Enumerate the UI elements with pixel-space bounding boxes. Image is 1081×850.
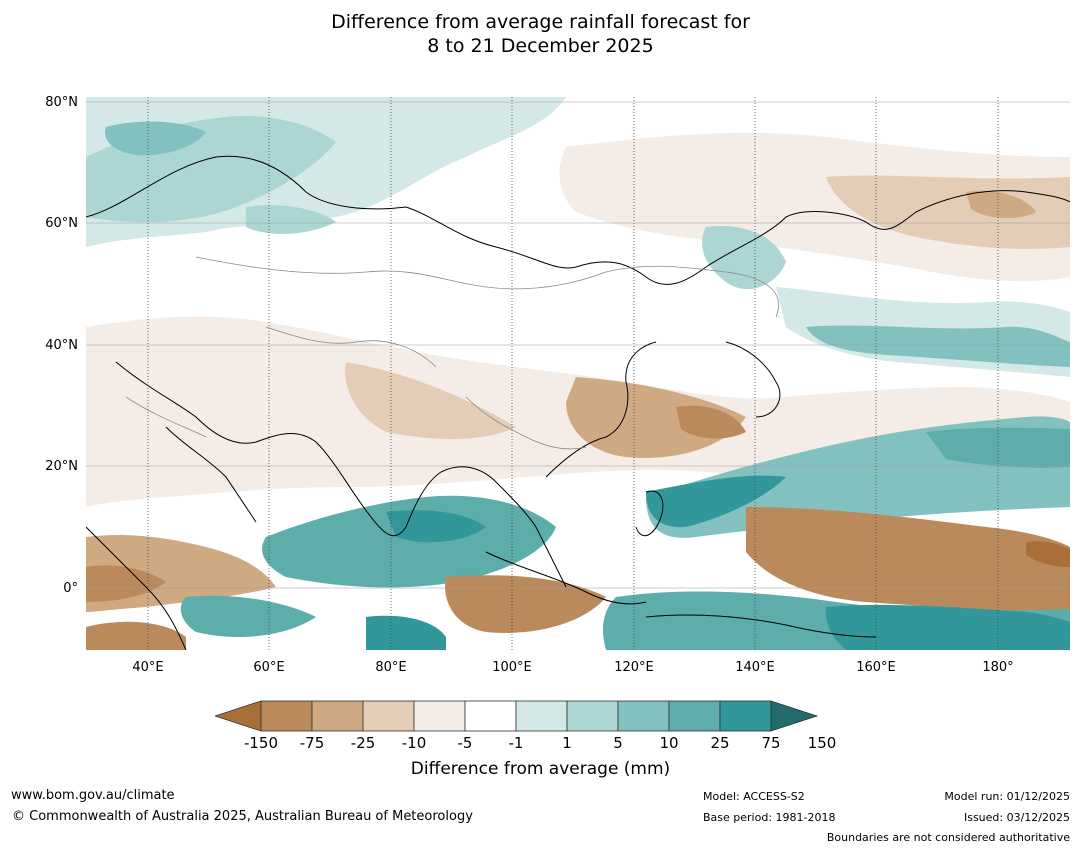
colorbar-extend-low bbox=[215, 700, 262, 732]
anomaly-wet-indian-ocean bbox=[262, 495, 556, 588]
colorbar-tick-label: -10 bbox=[401, 734, 427, 752]
lat-label-20n: 20°N bbox=[45, 459, 78, 474]
colorbar-tick-label: 150 bbox=[807, 734, 837, 752]
footer-base-period: Base period: 1981-2018 bbox=[703, 811, 836, 824]
colorbar-tick-label: -1 bbox=[508, 734, 524, 752]
map-title: Difference from average rainfall forecas… bbox=[0, 10, 1081, 58]
lon-label-60e: 60°E bbox=[253, 660, 285, 675]
colorbar-segment bbox=[260, 700, 313, 732]
colorbar-segment bbox=[311, 700, 364, 732]
colorbar-extend-high bbox=[770, 700, 819, 732]
lat-gridlines bbox=[86, 101, 1070, 589]
colorbar-segment bbox=[668, 700, 721, 732]
title-line-2: 8 to 21 December 2025 bbox=[427, 35, 654, 57]
lat-label-60n: 60°N bbox=[45, 216, 78, 231]
rainfall-anomaly-map bbox=[86, 97, 1070, 650]
coastlines bbox=[86, 155, 1070, 650]
colorbar-segment bbox=[362, 700, 415, 732]
map-canvas bbox=[86, 97, 1070, 650]
colorbar-tick-label: -75 bbox=[299, 734, 325, 752]
colorbar-tick-label: 25 bbox=[710, 734, 730, 752]
colorbar-tick-label: -25 bbox=[350, 734, 376, 752]
footer-disclaimer: Boundaries are not considered authoritat… bbox=[826, 831, 1070, 844]
colorbar-segment bbox=[719, 700, 772, 732]
lon-label-120e: 120°E bbox=[614, 660, 654, 675]
colorbar bbox=[215, 700, 819, 732]
lat-label-0: 0° bbox=[63, 581, 78, 596]
lon-label-160e: 160°E bbox=[856, 660, 896, 675]
colorbar-tick-label: -150 bbox=[243, 734, 279, 752]
footer-model-run: Model run: 01/12/2025 bbox=[944, 790, 1070, 803]
colorbar-tick-label: 75 bbox=[761, 734, 781, 752]
colorbar-tick-label: -5 bbox=[457, 734, 473, 752]
colorbar-segment bbox=[413, 700, 466, 732]
lon-label-100e: 100°E bbox=[492, 660, 532, 675]
colorbar-title: Difference from average (mm) bbox=[410, 759, 671, 779]
footer-model: Model: ACCESS-S2 bbox=[703, 790, 805, 803]
colorbar-segment bbox=[464, 700, 517, 732]
colorbar-tick-label: 10 bbox=[659, 734, 679, 752]
colorbar-tick-label: 5 bbox=[613, 734, 623, 752]
lon-label-40e: 40°E bbox=[132, 660, 164, 675]
lat-label-80n: 80°N bbox=[45, 95, 78, 110]
lon-label-180: 180° bbox=[982, 660, 1014, 675]
anomaly-dry-siberia bbox=[559, 132, 1070, 282]
country-borders bbox=[125, 256, 779, 450]
colorbar-segment bbox=[515, 700, 568, 732]
lon-label-140e: 140°E bbox=[735, 660, 775, 675]
lon-label-80e: 80°E bbox=[375, 660, 407, 675]
footer-website[interactable]: www.bom.gov.au/climate bbox=[11, 788, 175, 803]
footer-issued: Issued: 03/12/2025 bbox=[963, 811, 1070, 824]
colorbar-tick-label: 1 bbox=[562, 734, 572, 752]
title-line-1: Difference from average rainfall forecas… bbox=[331, 11, 750, 33]
footer-copyright: © Commonwealth of Australia 2025, Austra… bbox=[12, 809, 473, 824]
colorbar-segment bbox=[566, 700, 619, 732]
lat-label-40n: 40°N bbox=[45, 338, 78, 353]
lon-gridlines bbox=[147, 97, 999, 650]
colorbar-segment bbox=[617, 700, 670, 732]
